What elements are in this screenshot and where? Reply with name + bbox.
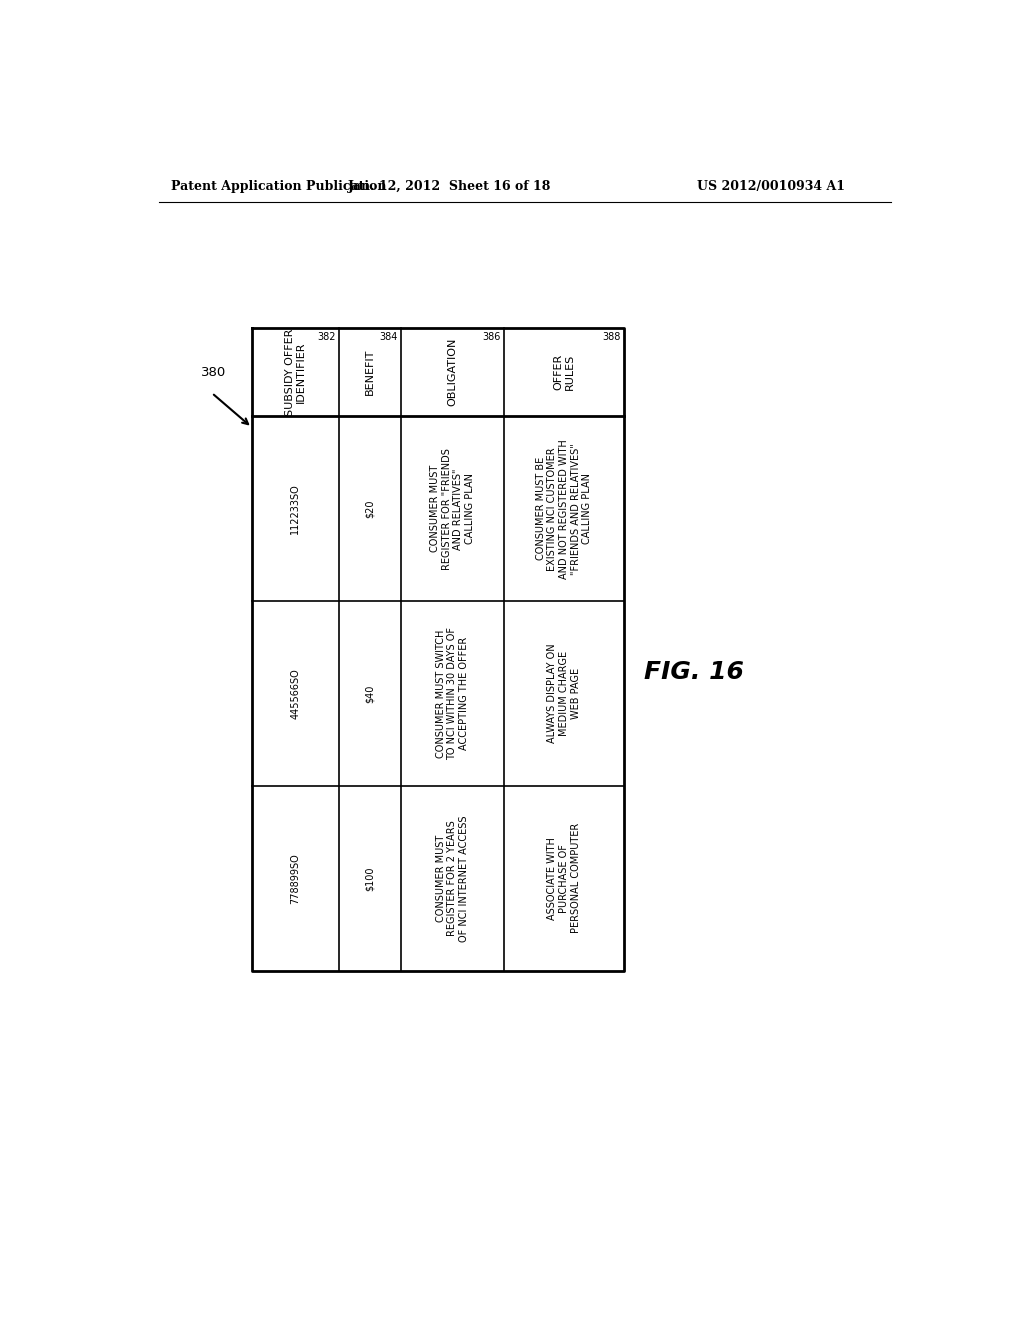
Text: Patent Application Publication: Patent Application Publication — [171, 181, 386, 194]
Text: OBLIGATION: OBLIGATION — [447, 338, 458, 407]
Text: 386: 386 — [482, 331, 501, 342]
Text: $20: $20 — [365, 499, 375, 517]
Text: 112233SO: 112233SO — [291, 483, 300, 535]
Text: ASSOCIATE WITH
PURCHASE OF
PERSONAL COMPUTER: ASSOCIATE WITH PURCHASE OF PERSONAL COMP… — [548, 824, 581, 933]
Text: US 2012/0010934 A1: US 2012/0010934 A1 — [697, 181, 845, 194]
Text: SUBSIDY OFFER
IDENTIFIER: SUBSIDY OFFER IDENTIFIER — [285, 329, 306, 416]
Text: 445566SO: 445566SO — [291, 668, 300, 719]
Text: 384: 384 — [379, 331, 397, 342]
Text: 382: 382 — [317, 331, 336, 342]
Text: ALWAYS DISPLAY ON
MEDIUM CHARGE
WEB PAGE: ALWAYS DISPLAY ON MEDIUM CHARGE WEB PAGE — [548, 644, 581, 743]
Text: 388: 388 — [602, 331, 621, 342]
Text: 778899SO: 778899SO — [291, 853, 300, 904]
Text: FIG. 16: FIG. 16 — [644, 660, 743, 684]
Text: 380: 380 — [201, 366, 226, 379]
Text: OFFER
RULES: OFFER RULES — [553, 354, 574, 391]
Text: $40: $40 — [365, 684, 375, 702]
Text: CONSUMER MUST SWITCH
TO NCI WITHIN 30 DAYS OF
ACCEPTING THE OFFER: CONSUMER MUST SWITCH TO NCI WITHIN 30 DA… — [436, 627, 469, 760]
Text: CONSUMER MUST BE
EXISTING NCI CUSTOMER
AND NOT REGISTERED WITH
"FRIENDS AND RELA: CONSUMER MUST BE EXISTING NCI CUSTOMER A… — [536, 438, 592, 578]
Text: BENEFIT: BENEFIT — [365, 348, 375, 395]
Text: CONSUMER MUST
REGISTER FOR "FRIENDS
AND RELATIVES"
CALLING PLAN: CONSUMER MUST REGISTER FOR "FRIENDS AND … — [430, 447, 475, 570]
Text: Jan. 12, 2012  Sheet 16 of 18: Jan. 12, 2012 Sheet 16 of 18 — [348, 181, 551, 194]
Text: $100: $100 — [365, 866, 375, 891]
Text: CONSUMER MUST
REGISTER FOR 2 YEARS
OF NCI INTERNET ACCESS: CONSUMER MUST REGISTER FOR 2 YEARS OF NC… — [436, 814, 469, 941]
